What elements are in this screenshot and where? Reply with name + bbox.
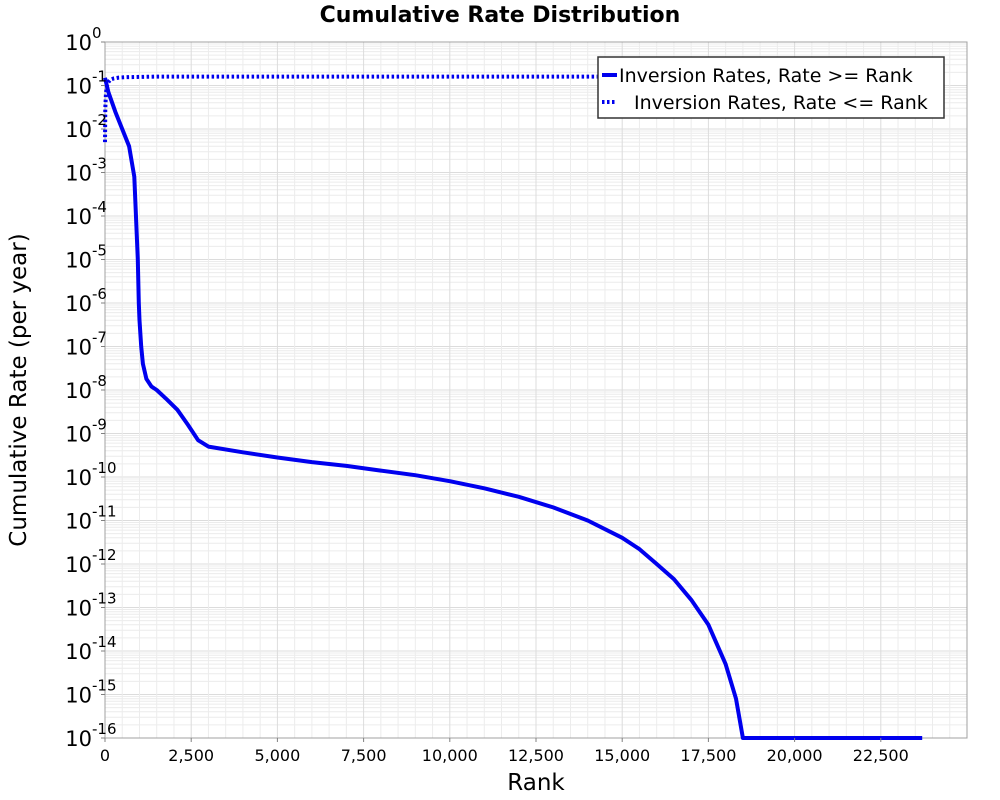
y-tick-label-base: 10	[65, 75, 92, 99]
y-tick-label-exponent: -14	[92, 633, 117, 651]
y-axis-label: Cumulative Rate (per year)	[6, 233, 32, 546]
x-tick-label: 12,500	[508, 746, 564, 765]
y-tick-label-exponent: -10	[92, 459, 117, 477]
y-tick-label-base: 10	[65, 466, 92, 490]
legend-label-1: Inversion Rates, Rate >= Rank	[619, 65, 913, 87]
y-tick-label-exponent: 0	[92, 24, 102, 42]
legend-box	[597, 56, 945, 119]
y-tick-label-base: 10	[65, 553, 92, 577]
y-tick-label-base: 10	[65, 292, 92, 316]
y-tick-label-exponent: -15	[92, 677, 117, 695]
y-tick-label-base: 10	[65, 684, 92, 708]
y-tick-label-base: 10	[65, 423, 92, 447]
y-tick-label-exponent: -3	[92, 155, 107, 173]
y-tick-label-base: 10	[65, 249, 92, 273]
y-tick-label-base: 10	[65, 31, 92, 55]
y-tick-label-exponent: -5	[92, 242, 107, 260]
y-tick-label-base: 10	[65, 379, 92, 403]
y-tick-label-base: 10	[65, 162, 92, 186]
y-tick-label-base: 10	[65, 510, 92, 534]
legend-label-2: Inversion Rates, Rate <= Rank	[634, 92, 928, 114]
series-line-1	[103, 77, 923, 740]
series-line-2	[103, 74, 923, 143]
x-tick-label: 0	[100, 746, 110, 765]
y-tick-label-exponent: -8	[92, 372, 107, 390]
y-tick-label-exponent: -11	[92, 503, 117, 521]
y-tick-label-exponent: -6	[92, 285, 107, 303]
x-tick-label: 2,500	[168, 746, 214, 765]
x-tick-label: 5,000	[254, 746, 300, 765]
y-tick-label-base: 10	[65, 336, 92, 360]
y-tick-label-base: 10	[65, 118, 92, 142]
y-tick-label-base: 10	[65, 205, 92, 229]
y-tick-label-exponent: -1	[92, 68, 107, 86]
y-tick-label-exponent: -12	[92, 546, 117, 564]
x-tick-label: 10,000	[422, 746, 478, 765]
legend: Inversion Rates, Rate >= Rank Inversion R…	[597, 56, 945, 119]
x-axis-ticks: 0 2,500 5,000 7,500 10,000 12,500 15,000 17,500…	[100, 738, 909, 765]
y-axis-ticks: 10 010 -110 -210 -310 -410 -510 -610 -710 -810 -91…	[65, 24, 116, 751]
y-tick-label-exponent: -13	[92, 590, 117, 608]
y-tick-label-base: 10	[65, 597, 92, 621]
y-tick-label-exponent: -7	[92, 329, 107, 347]
x-tick-label: 22,500	[853, 746, 909, 765]
y-tick-label-exponent: -9	[92, 416, 107, 434]
chart-title: Cumulative Rate Distribution	[320, 3, 681, 28]
x-tick-label: 15,000	[594, 746, 650, 765]
y-tick-label-base: 10	[65, 640, 92, 664]
y-tick-label-base: 10	[65, 727, 92, 751]
x-axis-label: Rank	[507, 770, 565, 796]
x-tick-label: 20,000	[767, 746, 823, 765]
y-tick-label-exponent: -16	[92, 720, 117, 738]
x-tick-label: 7,500	[341, 746, 387, 765]
y-tick-label-exponent: -4	[92, 198, 107, 216]
x-tick-label: 17,500	[680, 746, 736, 765]
y-tick-label-exponent: -2	[92, 111, 107, 129]
